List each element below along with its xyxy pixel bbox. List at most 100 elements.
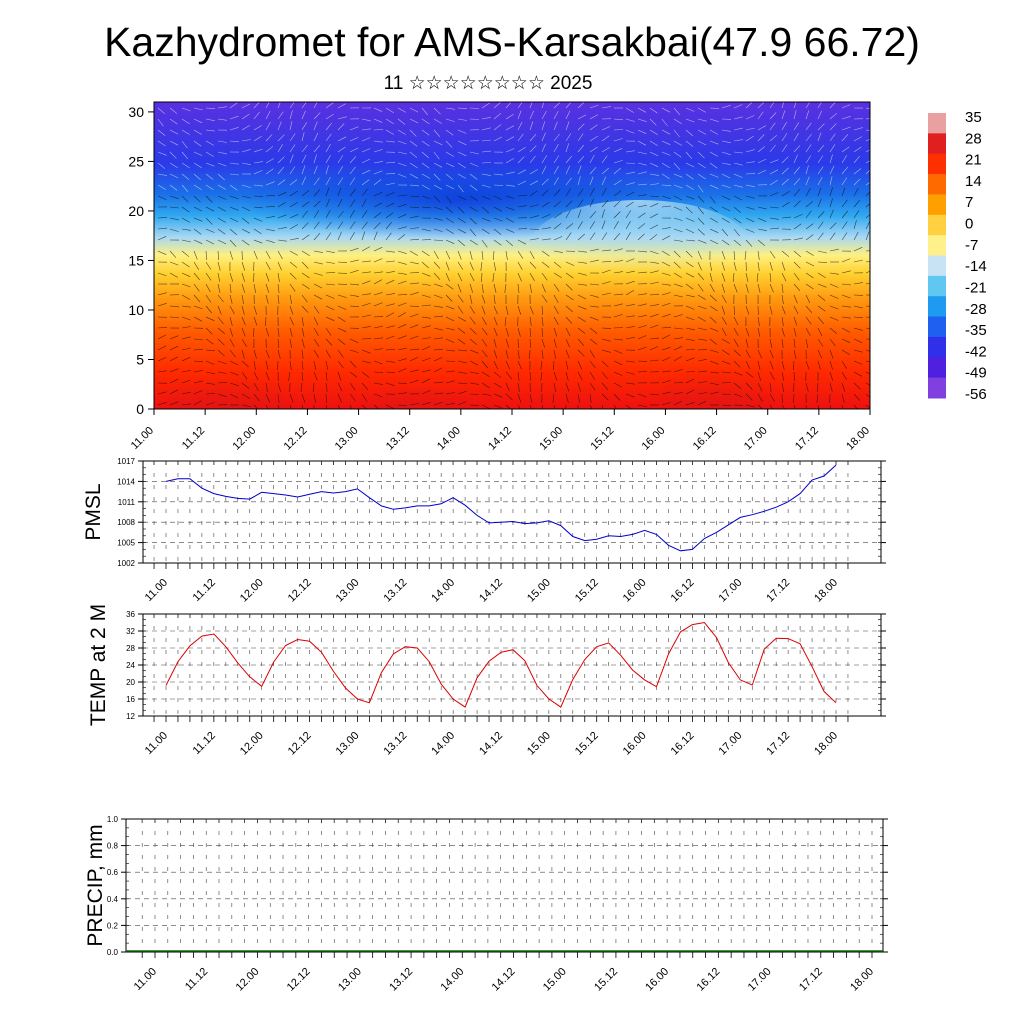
- wind-barb: [613, 314, 623, 318]
- wind-barb: [313, 261, 323, 265]
- wind-barb: [469, 305, 475, 314]
- wind-barb: [493, 124, 502, 131]
- wind-barb: [625, 393, 635, 398]
- x-tick-label: 15.12: [588, 425, 616, 453]
- wind-barb: [445, 217, 454, 223]
- wind-barb: [373, 191, 383, 197]
- x-tick-label: 16.12: [669, 577, 697, 605]
- wind-barb: [229, 382, 239, 387]
- x-tick-label: 12.12: [282, 425, 310, 453]
- wind-barb: [433, 337, 443, 340]
- wind-barb: [685, 338, 695, 341]
- wind-barb: [733, 382, 742, 389]
- wind-barb: [697, 129, 707, 135]
- wind-barb: [337, 166, 343, 175]
- wind-barb: [757, 146, 766, 153]
- wind-barb: [733, 139, 743, 142]
- wind-barb: [373, 107, 383, 112]
- wind-barb: [181, 305, 191, 308]
- wind-barb: [229, 338, 235, 348]
- wind-barb: [301, 349, 304, 359]
- wind-barb: [385, 312, 395, 318]
- wind-barb: [673, 162, 681, 170]
- wind-barb: [361, 210, 368, 219]
- wind-barb: [493, 338, 497, 348]
- wind-barb: [433, 107, 441, 115]
- wind-barb: [745, 239, 753, 247]
- wind-barb: [253, 217, 263, 222]
- wind-barb: [253, 125, 262, 131]
- x-tick-label: 16.00: [643, 966, 671, 994]
- wind-barb: [157, 162, 166, 169]
- wind-barb: [865, 282, 870, 285]
- wind-barb: [373, 149, 383, 153]
- wind-barb: [817, 176, 823, 186]
- wind-barb: [673, 140, 682, 146]
- wind-barb: [421, 390, 431, 395]
- wind-barb: [253, 184, 263, 187]
- wind-barb: [757, 404, 763, 409]
- wind-barb: [241, 217, 250, 224]
- wind-barb: [540, 371, 543, 381]
- wind-barb: [541, 316, 544, 326]
- wind-barb: [793, 393, 795, 404]
- wind-barb: [217, 250, 219, 261]
- wind-barb: [661, 184, 672, 186]
- wind-barb: [493, 382, 502, 388]
- wind-barb: [637, 325, 647, 329]
- wind-barb: [289, 283, 296, 292]
- x-tick-label: 11.00: [143, 577, 170, 604]
- wind-barb: [373, 247, 383, 252]
- x-tick-label: 16.00: [621, 730, 649, 758]
- wind-barb: [457, 162, 466, 169]
- wind-barb: [865, 220, 870, 230]
- wind-barb: [445, 327, 455, 331]
- temp2m-panel: 11.00 11.12 12.00 12.12 13.00 13.12 14.00 14.12…: [87, 604, 886, 758]
- wind-barb: [217, 140, 227, 143]
- wind-barb: [241, 149, 251, 153]
- x-tick-label: 17.00: [742, 425, 770, 453]
- wind-barb: [541, 201, 550, 208]
- wind-barb: [469, 250, 473, 260]
- wind-barb: [745, 149, 755, 153]
- colorbar-swatch: [928, 275, 946, 297]
- wind-barb: [793, 110, 797, 120]
- heatmap-warm-core: [165, 364, 285, 409]
- wind-barb: [637, 335, 647, 340]
- wind-barb: [817, 327, 823, 337]
- wind-barb: [181, 283, 191, 288]
- wind-barb: [325, 155, 331, 164]
- wind-barb: [529, 121, 534, 131]
- y-tick-label: 1017: [117, 457, 135, 466]
- wind-barb: [709, 162, 718, 169]
- wind-barb: [649, 250, 659, 255]
- wind-barb: [565, 155, 573, 164]
- wind-barb: [373, 222, 381, 230]
- wind-barb: [433, 381, 444, 384]
- wind-barb: [721, 206, 731, 212]
- wind-barb: [721, 140, 731, 144]
- wind-barb: [385, 202, 395, 208]
- y-tick-label: 28: [126, 644, 135, 653]
- wind-barb: [517, 110, 522, 120]
- wind-barb: [781, 201, 790, 208]
- wind-barb: [805, 223, 814, 230]
- wind-barb: [553, 283, 560, 292]
- wind-barb: [805, 133, 812, 142]
- wind-barb: [313, 233, 321, 241]
- wind-barb: [829, 404, 832, 409]
- wind-barb: [829, 349, 834, 359]
- wind-barb: [433, 162, 443, 168]
- wind-barb: [169, 305, 180, 308]
- wind-barb: [601, 261, 612, 263]
- wind-barb: [445, 206, 453, 214]
- wind-barb: [649, 162, 659, 168]
- wind-barb: [301, 360, 304, 370]
- wind-barb: [193, 283, 200, 292]
- wind-barb: [805, 210, 812, 219]
- wind-barb: [385, 182, 395, 186]
- wind-barb: [469, 316, 476, 325]
- wind-barb: [805, 250, 814, 256]
- wind-barb: [721, 305, 726, 315]
- wind-barb: [541, 178, 549, 186]
